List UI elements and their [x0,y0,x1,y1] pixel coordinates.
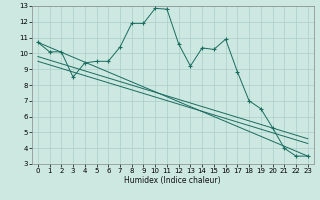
X-axis label: Humidex (Indice chaleur): Humidex (Indice chaleur) [124,176,221,185]
